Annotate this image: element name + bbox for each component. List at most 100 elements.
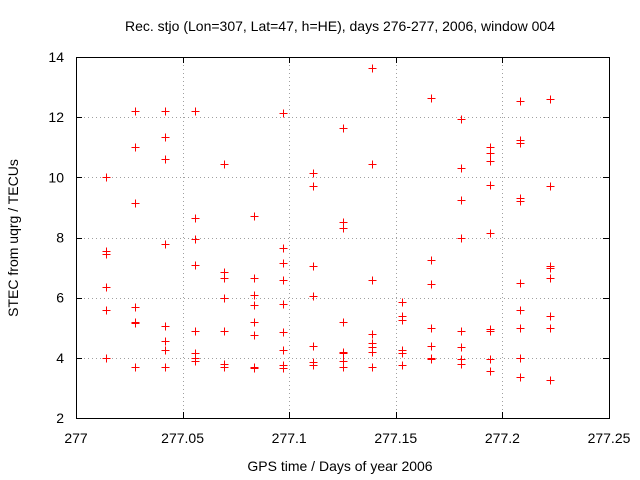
data-point-marker [102,306,111,315]
data-point-marker [457,343,466,352]
y-tick-label: 10 [48,169,64,185]
data-point-marker [339,224,348,233]
data-point-marker [516,324,525,333]
data-point-marker [220,294,229,303]
data-point-marker [102,173,111,182]
data-point-marker [220,327,229,336]
x-tick-label: 277.15 [374,430,417,446]
data-point-marker [516,306,525,315]
data-point-marker [250,274,259,283]
data-point-marker [220,363,229,372]
data-point-marker [131,107,140,116]
data-point-marker [161,107,170,116]
data-point-marker [457,115,466,124]
data-point-marker [131,303,140,312]
data-point-marker [309,292,318,301]
data-point-marker [427,355,436,364]
data-point-marker [131,199,140,208]
data-point-marker [309,342,318,351]
data-point-marker [161,363,170,372]
data-point-marker [457,164,466,173]
y-axis-title: STEC from uqrg / TECUs [5,159,21,317]
data-point-marker [191,261,200,270]
data-point-marker [279,259,288,268]
data-point-marker [457,327,466,336]
data-point-marker [546,274,555,283]
data-point-marker [191,235,200,244]
data-point-marker [486,327,495,336]
data-point-marker [427,324,436,333]
data-point-marker [486,149,495,158]
data-point-marker [368,363,377,372]
data-points [102,64,555,385]
data-point-marker [546,312,555,321]
data-point-marker [457,360,466,369]
data-point-marker [250,331,259,340]
data-point-marker [486,367,495,376]
data-point-marker [191,107,200,116]
data-point-marker [427,342,436,351]
data-point-marker [398,298,407,307]
data-point-marker [516,373,525,382]
x-tick-label: 277 [64,430,88,446]
data-point-marker [339,349,348,358]
data-point-marker [250,364,259,373]
data-point-marker [161,133,170,142]
data-point-marker [339,363,348,372]
data-point-marker [131,363,140,372]
data-point-marker [516,354,525,363]
data-point-marker [102,250,111,259]
y-tick-label: 2 [56,410,64,426]
x-tick-label: 277.1 [272,430,307,446]
data-point-marker [131,319,140,328]
data-point-marker [398,316,407,325]
x-tick-labels: 277 277.05 277.1 277.15 277.2 277.25 [64,430,630,446]
data-point-marker [368,160,377,169]
y-tick-label: 14 [48,49,64,65]
data-point-marker [427,94,436,103]
data-point-marker [191,357,200,366]
plot-frame [76,57,610,419]
axis-ticks [76,57,610,419]
x-axis-title: GPS time / Days of year 2006 [247,458,432,474]
data-point-marker [427,256,436,265]
data-point-marker [250,212,259,221]
data-point-marker [250,291,259,300]
data-point-marker [309,169,318,178]
data-point-marker [339,318,348,327]
data-point-marker [486,355,495,364]
data-point-marker [191,214,200,223]
chart-title: Rec. stjo (Lon=307, Lat=47, h=HE), days … [125,18,555,34]
data-point-marker [161,346,170,355]
data-point-marker [368,276,377,285]
data-point-marker [161,155,170,164]
data-point-marker [457,234,466,243]
data-point-marker [546,376,555,385]
data-point-marker [546,95,555,104]
data-point-marker [398,361,407,370]
grid [76,57,609,418]
y-tick-labels: 2 4 6 8 10 12 14 [48,49,64,426]
data-point-marker [368,348,377,357]
data-point-marker [546,264,555,273]
data-point-marker [398,349,407,358]
data-point-marker [486,181,495,190]
data-point-marker [279,276,288,285]
data-point-marker [309,361,318,370]
data-point-marker [339,124,348,133]
data-point-marker [102,354,111,363]
data-point-marker [220,274,229,283]
data-point-marker [546,324,555,333]
data-point-marker [161,322,170,331]
x-tick-label: 277.25 [588,430,631,446]
data-point-marker [279,244,288,253]
data-point-marker [516,139,525,148]
y-tick-label: 12 [48,109,64,125]
data-point-marker [279,346,288,355]
data-point-marker [368,330,377,339]
data-point-marker [368,64,377,73]
data-point-marker [250,318,259,327]
y-tick-label: 6 [56,290,64,306]
data-point-marker [516,279,525,288]
